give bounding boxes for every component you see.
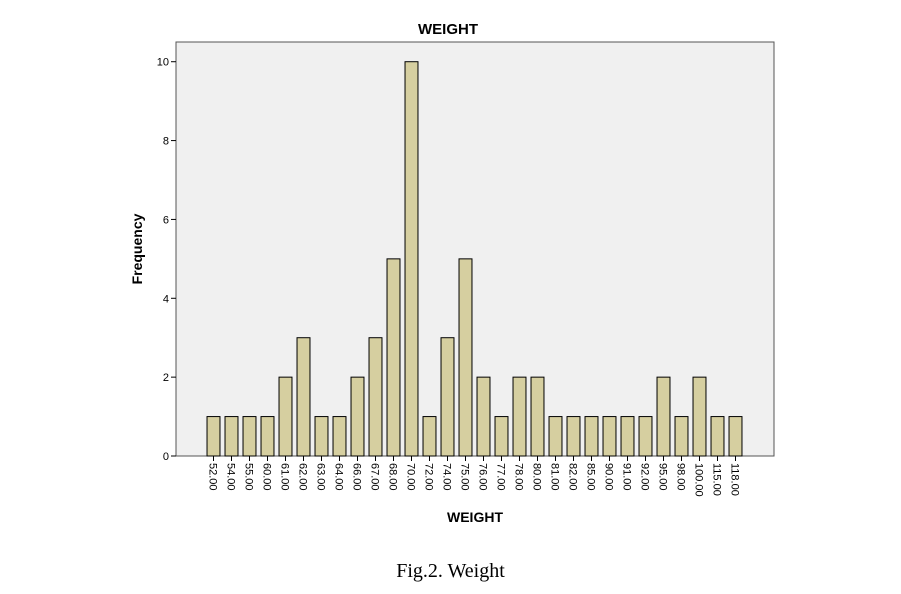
x-tick-label: 61.00 (279, 463, 291, 491)
x-tick-label: 55.00 (243, 463, 255, 491)
x-tick-label: 80.00 (531, 463, 543, 491)
x-tick-label: 66.00 (351, 463, 363, 491)
bar-55.00 (242, 416, 257, 457)
x-tick-label: 77.00 (495, 463, 507, 491)
x-tick-label: 115.00 (711, 463, 723, 496)
y-tick-label: 6 (163, 214, 169, 226)
bar-115.00 (710, 416, 725, 457)
bar-70.00 (404, 61, 419, 457)
bar-74.00 (440, 337, 455, 457)
x-tick-label: 100.00 (693, 463, 705, 497)
x-tick-label: 78.00 (513, 463, 525, 491)
bar-118.00 (728, 416, 743, 457)
y-tick-label: 2 (163, 372, 169, 384)
bar-82.00 (566, 416, 581, 457)
x-tick-label: 63.00 (315, 463, 327, 491)
x-tick-label: 90.00 (603, 463, 615, 491)
bar-100.00 (692, 376, 707, 457)
y-tick-label: 4 (163, 293, 169, 305)
bar-54.00 (224, 416, 239, 457)
x-tick-label: 68.00 (387, 463, 399, 491)
figure-caption: Fig.2. Weight (396, 560, 505, 582)
bars-group (206, 61, 743, 457)
bar-72.00 (422, 416, 437, 457)
bar-92.00 (638, 416, 653, 457)
y-tick-label: 8 (163, 136, 169, 148)
bar-66.00 (350, 376, 365, 457)
bar-75.00 (458, 258, 473, 457)
x-tick-label: 92.00 (639, 463, 651, 491)
bar-64.00 (332, 416, 347, 457)
bar-60.00 (260, 416, 275, 457)
bar-77.00 (494, 416, 509, 457)
bar-80.00 (530, 376, 545, 457)
chart-title: WEIGHT (418, 21, 478, 38)
bar-95.00 (656, 376, 671, 457)
bar-85.00 (584, 416, 599, 457)
x-tick-label: 81.00 (549, 463, 561, 491)
x-tick-label: 64.00 (333, 463, 345, 491)
x-tick-label: 72.00 (423, 463, 435, 491)
bar-76.00 (476, 376, 491, 457)
x-tick-label: 85.00 (585, 463, 597, 491)
x-tick-label: 91.00 (621, 463, 633, 491)
bar-52.00 (206, 416, 221, 457)
bar-78.00 (512, 376, 527, 457)
plot-area (175, 41, 775, 457)
y-tick-label: 10 (157, 57, 169, 69)
x-axis-label: WEIGHT (447, 509, 503, 525)
x-tick-label: 62.00 (297, 463, 309, 491)
x-tick-label: 54.00 (225, 463, 237, 491)
x-tick-label: 118.00 (729, 463, 741, 496)
bar-62.00 (296, 337, 311, 457)
x-tick-label: 95.00 (657, 463, 669, 491)
bar-68.00 (386, 258, 401, 457)
x-tick-label: 75.00 (459, 463, 471, 491)
y-axis-label: Frequency (129, 213, 145, 284)
bar-91.00 (620, 416, 635, 457)
x-tick-label: 76.00 (477, 463, 489, 491)
bar-81.00 (548, 416, 563, 457)
y-tick-label: 0 (163, 451, 169, 463)
x-tick-label: 67.00 (369, 463, 381, 491)
x-tick-label: 82.00 (567, 463, 579, 491)
x-tick-label: 74.00 (441, 463, 453, 491)
bar-67.00 (368, 337, 383, 457)
x-tick-label: 60.00 (261, 463, 273, 491)
x-tick-label: 98.00 (675, 463, 687, 491)
x-tick-label: 70.00 (405, 463, 417, 491)
x-tick-label: 52.00 (207, 463, 219, 491)
bar-61.00 (278, 376, 293, 457)
bar-90.00 (602, 416, 617, 457)
x-axis: 52.00 54.00 55.00 60.00 61.00 62.00 63.00 64.00… (207, 456, 741, 497)
y-axis: 0 2 4 6 8 10 (157, 57, 176, 463)
bar-63.00 (314, 416, 329, 457)
bar-98.00 (674, 416, 689, 457)
